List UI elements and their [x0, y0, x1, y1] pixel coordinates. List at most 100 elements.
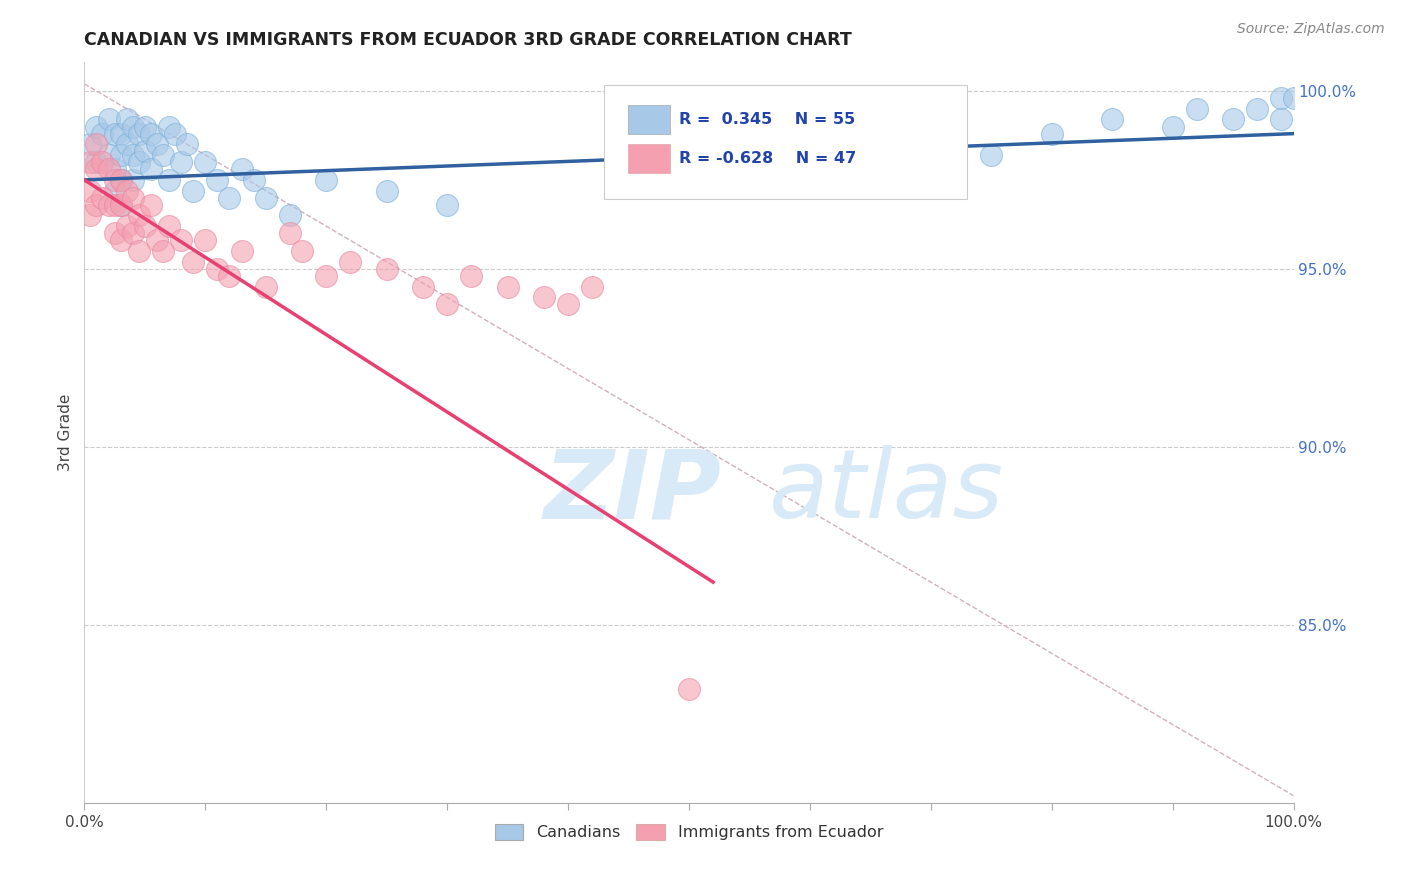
Point [97, 198, 120, 212]
Point [207, 261, 229, 276]
Point [859, 137, 882, 152]
Point [278, 227, 301, 241]
Point [121, 173, 143, 187]
Point [557, 297, 579, 311]
Point [139, 198, 162, 212]
Point [678, 155, 700, 169]
Legend: Canadians, Immigrants from Ecuador: Canadians, Immigrants from Ecuador [488, 817, 890, 847]
Point [134, 145, 156, 159]
Point [121, 191, 143, 205]
Point [152, 148, 174, 162]
Point [231, 162, 253, 177]
Point [1185, 102, 1208, 116]
Point [152, 244, 174, 258]
Point [110, 173, 132, 187]
Point [218, 268, 240, 283]
Point [134, 219, 156, 234]
Point [1222, 112, 1244, 127]
Point [110, 173, 132, 187]
Text: ZIP: ZIP [544, 445, 721, 539]
Point [278, 209, 301, 223]
Point [165, 127, 187, 141]
Point [231, 244, 253, 258]
Point [86, 162, 108, 177]
Point [1270, 112, 1292, 127]
Point [86, 120, 108, 134]
Point [581, 279, 603, 293]
Point [121, 227, 143, 241]
Point [1246, 102, 1268, 116]
Point [104, 127, 127, 141]
Point [678, 681, 700, 696]
Point [176, 137, 198, 152]
Point [79, 155, 101, 169]
Point [128, 244, 150, 258]
Point [86, 198, 108, 212]
Point [91, 155, 114, 169]
Point [339, 254, 361, 268]
Text: Source: ZipAtlas.com: Source: ZipAtlas.com [1237, 22, 1385, 37]
Point [139, 162, 162, 177]
Point [115, 219, 138, 234]
Point [496, 279, 519, 293]
Point [110, 234, 132, 248]
Point [104, 227, 127, 241]
Point [104, 198, 127, 212]
Point [533, 290, 555, 304]
Point [91, 127, 114, 141]
Point [254, 191, 277, 205]
Point [412, 279, 434, 293]
FancyBboxPatch shape [605, 85, 967, 200]
Point [436, 297, 458, 311]
Point [315, 268, 337, 283]
Text: CANADIAN VS IMMIGRANTS FROM ECUADOR 3RD GRADE CORRELATION CHART: CANADIAN VS IMMIGRANTS FROM ECUADOR 3RD … [84, 31, 852, 49]
Point [1040, 127, 1063, 141]
Point [1161, 120, 1184, 134]
Point [460, 268, 482, 283]
Point [86, 137, 108, 152]
Point [128, 127, 150, 141]
Point [115, 112, 138, 127]
Point [170, 155, 193, 169]
Point [86, 155, 108, 169]
Point [375, 261, 398, 276]
Point [121, 120, 143, 134]
Point [375, 184, 398, 198]
Point [436, 198, 458, 212]
Point [110, 198, 132, 212]
Point [980, 148, 1002, 162]
Text: R =  0.345    N = 55: R = 0.345 N = 55 [679, 112, 855, 127]
Point [146, 137, 169, 152]
Point [146, 234, 169, 248]
Point [104, 173, 127, 187]
Point [139, 127, 162, 141]
Point [738, 173, 761, 187]
Point [79, 209, 101, 223]
Point [1101, 112, 1123, 127]
Point [97, 112, 120, 127]
Point [194, 234, 217, 248]
Point [97, 162, 120, 177]
Text: R = -0.628    N = 47: R = -0.628 N = 47 [679, 151, 856, 166]
Point [254, 279, 277, 293]
Point [194, 155, 217, 169]
Point [315, 173, 337, 187]
Point [170, 234, 193, 248]
Point [115, 137, 138, 152]
Y-axis label: 3rd Grade: 3rd Grade [58, 394, 73, 471]
Point [1270, 91, 1292, 105]
Point [157, 173, 180, 187]
Point [207, 173, 229, 187]
Point [104, 184, 127, 198]
Point [110, 148, 132, 162]
Point [134, 120, 156, 134]
Point [181, 184, 204, 198]
Text: atlas: atlas [768, 445, 1002, 539]
Point [97, 148, 120, 162]
Point [218, 191, 240, 205]
Point [121, 148, 143, 162]
Point [128, 209, 150, 223]
Point [110, 198, 132, 212]
Point [1282, 91, 1305, 105]
Point [181, 254, 204, 268]
